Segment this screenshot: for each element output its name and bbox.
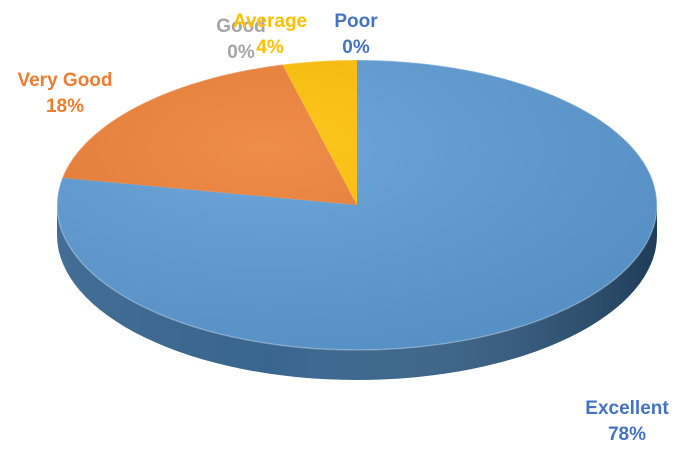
slice-label-poor-name: Poor — [334, 11, 378, 32]
slice-label-good: Good 0% — [206, 14, 276, 66]
slice-label-very-good-value: 18% — [45, 96, 85, 117]
slice-label-poor-value: 0% — [342, 37, 370, 58]
slice-label-poor: Poor 0% — [326, 9, 386, 61]
pie-top-group — [56, 59, 658, 351]
slice-label-very-good-name: Very Good — [17, 70, 113, 91]
pie-rim-highlight — [56, 59, 658, 351]
slice-label-average-value: 4% — [256, 37, 284, 58]
slice-label-excellent-name: Excellent — [585, 398, 669, 419]
slice-label-good-value: 0% — [227, 42, 255, 63]
slice-label-excellent: Excellent 78% — [572, 396, 682, 448]
slice-label-average-name: Average — [232, 11, 308, 32]
pie-side-group — [57, 205, 657, 380]
slice-label-very-good: Very Good 18% — [0, 68, 130, 120]
slice-label-good-name: Good — [216, 16, 266, 37]
pie-side-shade-excellent — [57, 205, 657, 380]
slice-label-average: Average 4% — [225, 9, 315, 61]
pie-top-shading — [57, 60, 657, 350]
slice-label-excellent-value: 78% — [607, 424, 647, 445]
